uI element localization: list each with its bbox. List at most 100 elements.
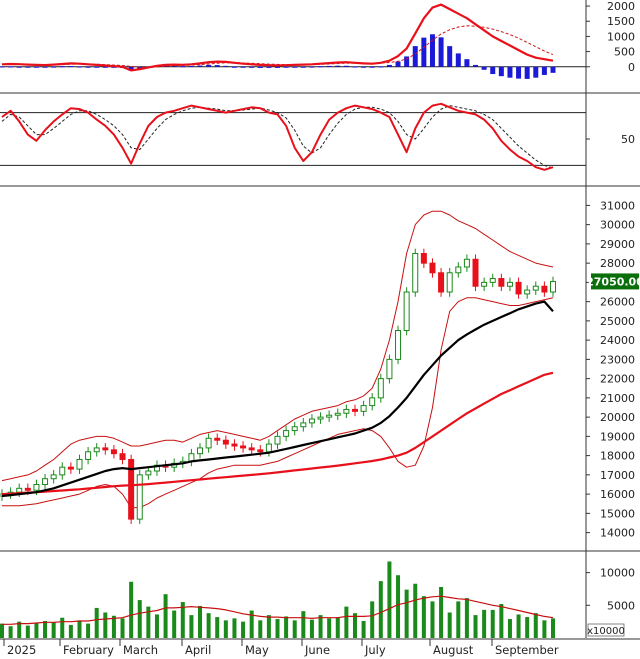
volume-bar [421,596,426,638]
macd-histogram-bar [0,66,5,68]
candle-body [377,378,384,399]
candle-body [145,470,152,476]
price-panel: 3100030000290002800027000260002500024000… [0,199,640,540]
y-tick-label: 1500 [607,15,635,28]
candle-body [532,285,539,291]
volume-bar [439,587,444,638]
macd-histogram-bar [171,65,177,67]
macd-histogram-bar [438,37,444,67]
macd-histogram-bar [59,66,65,68]
volume-bar [146,606,151,638]
macd-line [1,3,554,72]
macd-histogram-bar [481,66,487,70]
volume-bar [249,610,254,638]
volume-bar [25,625,30,638]
y-tick-label: 22000 [600,373,635,386]
y-tick-label: 21000 [600,392,635,405]
volume-bar [172,610,177,638]
volume-bar [430,601,435,638]
volume-bar [318,615,323,638]
macd-histogram-bar [361,66,367,68]
volume-bar [0,623,4,638]
x-tick-label: April [185,643,211,657]
macd-histogram-bar [309,66,315,68]
volume-bar [51,622,56,638]
candle-body [76,458,83,470]
macd-histogram-bar [257,66,263,68]
volume-bar [111,615,116,638]
macd-histogram-bar [223,65,229,67]
volume-bar [335,617,340,638]
candle-body [16,487,23,493]
candle-body [85,451,92,460]
volume-bar [241,621,246,638]
y-tick-label: 16000 [600,488,635,501]
volume-bar [137,600,142,638]
candle-body [231,443,238,447]
macd-histogram-bar [524,66,530,79]
candle-body [240,445,247,449]
volume-bar [232,618,237,638]
volume-bar [154,614,159,638]
candle-body [395,330,402,360]
y-tick-label: 20000 [600,411,635,424]
volume-bar [94,607,99,638]
volume-bar [86,623,91,638]
candle-body [369,397,376,407]
macd-histogram-bar [33,66,39,68]
last-price-label: 27050.00 [586,275,640,288]
stochastic-panel: 50 [0,102,635,171]
macd-histogram-bar [498,66,504,77]
candle-body [420,253,427,264]
volume-bar [292,620,297,638]
candle-body [214,437,221,441]
candle-body [291,426,298,432]
candle-body [24,487,31,491]
y-tick-label: 19000 [600,430,635,443]
y-tick-label: 5000 [607,599,635,612]
volume-bar [413,583,418,638]
candle-body [67,466,74,470]
volume-bar [507,619,512,638]
candle-body [274,435,281,445]
y-tick-label: 26000 [600,296,635,309]
stoch-d-line [1,105,554,169]
macd-histogram-bar [541,66,547,75]
candle-body [386,358,393,380]
candle-body [403,291,410,332]
volume-bar [43,621,48,638]
macd-histogram-bar [85,66,91,68]
volume-bar [370,601,375,638]
candle-body [283,430,290,437]
y-tick-label: 24000 [600,334,635,347]
volume-bar [525,617,530,638]
volume-bar [396,575,401,638]
volume-bar [180,602,185,638]
x-tick-label: August [433,643,474,657]
macd-histogram-bar [180,66,186,68]
candle-body [334,412,341,416]
volume-bar [34,622,39,638]
volume-bar [516,614,521,638]
macd-histogram-bar [266,66,272,68]
candle-body [481,281,488,287]
x-tick-label: July [364,643,386,657]
volume-bar [215,617,220,638]
candle-body [472,258,479,287]
macd-histogram-bar [231,66,237,68]
macd-histogram-bar [335,65,341,67]
macd-panel: 2000 1500 1000 500 0 [0,0,635,79]
volume-bar [352,613,357,638]
candle-body [360,405,367,412]
macd-histogram-bar [447,46,453,67]
y-tick-label: 28000 [600,257,635,270]
volume-bar [473,615,478,638]
candle-body [222,439,229,445]
macd-histogram-bar [507,66,513,78]
macd-histogram-bar [455,53,461,67]
volume-bar [189,615,194,638]
candle-body [524,289,531,295]
y-tick-label: 50 [621,133,635,146]
x-tick-label: February [63,643,114,657]
